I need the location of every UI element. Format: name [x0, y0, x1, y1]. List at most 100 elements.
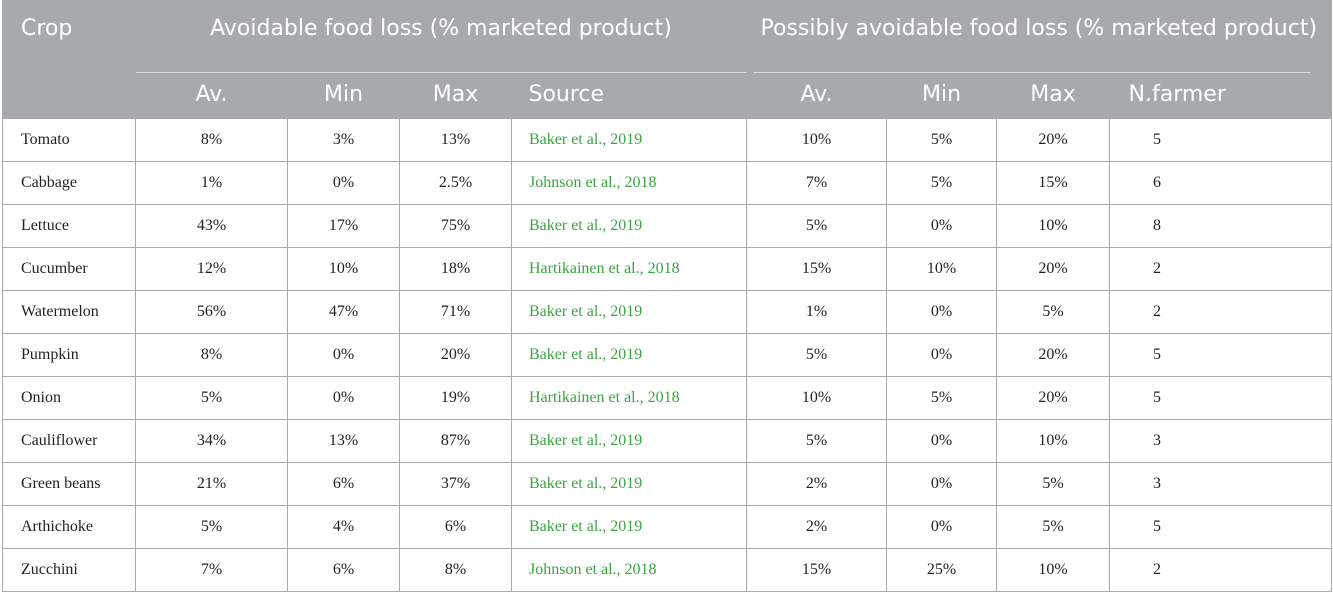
- table-body: Tomato 8% 3% 13% Baker et al., 2019 10% …: [2, 117, 1333, 592]
- cell-nfarmer: 5: [1109, 375, 1333, 420]
- cell-min: 0%: [287, 375, 400, 420]
- header-av: Av.: [135, 72, 288, 118]
- cell-source-link[interactable]: Baker et al., 2019: [510, 504, 748, 549]
- cell-av: 43%: [135, 203, 288, 248]
- cell-possible-min: 0%: [886, 332, 998, 377]
- header-possible-min: Min: [886, 72, 997, 118]
- cell-max: 71%: [399, 289, 512, 334]
- table-row: Tomato 8% 3% 13% Baker et al., 2019 10% …: [2, 117, 1333, 162]
- cell-possible-min: 5%: [886, 117, 998, 162]
- cell-possible-min: 5%: [886, 160, 998, 205]
- header-source: Source: [511, 72, 747, 118]
- cell-min: 0%: [287, 160, 400, 205]
- cell-av: 7%: [135, 547, 288, 592]
- cell-crop: Zucchini: [2, 547, 136, 592]
- cell-crop: Cauliflower: [2, 418, 136, 463]
- cell-possible-av: 7%: [746, 160, 888, 205]
- cell-nfarmer: 2: [1109, 289, 1333, 334]
- cell-nfarmer: 2: [1109, 547, 1333, 592]
- table-row: Cucumber 12% 10% 18% Hartikainen et al.,…: [2, 246, 1333, 291]
- cell-crop: Tomato: [2, 117, 136, 162]
- header-avoidable-group: Avoidable food loss (% marketed product): [135, 0, 747, 73]
- cell-max: 19%: [399, 375, 512, 420]
- cell-min: 3%: [287, 117, 400, 162]
- cell-possible-max: 20%: [996, 246, 1111, 291]
- cell-source-link[interactable]: Hartikainen et al., 2018: [510, 375, 748, 420]
- cell-source-link[interactable]: Baker et al., 2019: [510, 203, 748, 248]
- cell-source-link[interactable]: Hartikainen et al., 2018: [510, 246, 748, 291]
- cell-av: 21%: [135, 461, 288, 506]
- cell-source-link[interactable]: Johnson et al., 2018: [510, 160, 748, 205]
- table-header: Crop Avoidable food loss (% marketed pro…: [2, 0, 1332, 118]
- header-max: Max: [399, 72, 512, 118]
- cell-min: 47%: [287, 289, 400, 334]
- cell-possible-av: 10%: [746, 117, 888, 162]
- header-group-row: Crop Avoidable food loss (% marketed pro…: [2, 0, 1332, 118]
- cell-possible-max: 5%: [996, 504, 1111, 549]
- cell-possible-av: 1%: [746, 289, 888, 334]
- cell-av: 5%: [135, 375, 288, 420]
- cell-min: 6%: [287, 461, 400, 506]
- cell-av: 8%: [135, 332, 288, 377]
- cell-source-link[interactable]: Baker et al., 2019: [510, 461, 748, 506]
- cell-possible-av: 15%: [746, 246, 888, 291]
- cell-av: 34%: [135, 418, 288, 463]
- cell-max: 13%: [399, 117, 512, 162]
- cell-possible-av: 2%: [746, 461, 888, 506]
- cell-source-link[interactable]: Baker et al., 2019: [510, 332, 748, 377]
- cell-av: 1%: [135, 160, 288, 205]
- cell-possible-min: 0%: [886, 504, 998, 549]
- cell-possible-max: 15%: [996, 160, 1111, 205]
- table-row: Cabbage 1% 0% 2.5% Johnson et al., 2018 …: [2, 160, 1333, 205]
- cell-min: 6%: [287, 547, 400, 592]
- cell-source-link[interactable]: Baker et al., 2019: [510, 418, 748, 463]
- table-row: Lettuce 43% 17% 75% Baker et al., 2019 5…: [2, 203, 1333, 248]
- table-row: Zucchini 7% 6% 8% Johnson et al., 2018 1…: [2, 547, 1333, 592]
- cell-source-link[interactable]: Baker et al., 2019: [510, 289, 748, 334]
- header-possibly-avoidable-group: Possibly avoidable food loss (% marketed…: [746, 0, 1332, 73]
- cell-max: 87%: [399, 418, 512, 463]
- cell-possible-max: 20%: [996, 332, 1111, 377]
- cell-possible-av: 5%: [746, 203, 888, 248]
- header-nfarmer: N.farmer: [1109, 72, 1332, 118]
- cell-possible-min: 0%: [886, 418, 998, 463]
- cell-source-link[interactable]: Baker et al., 2019: [510, 117, 748, 162]
- cell-nfarmer: 8: [1109, 203, 1333, 248]
- cell-possible-av: 2%: [746, 504, 888, 549]
- cell-crop: Lettuce: [2, 203, 136, 248]
- cell-possible-max: 10%: [996, 547, 1111, 592]
- cell-possible-min: 0%: [886, 461, 998, 506]
- table-row: Onion 5% 0% 19% Hartikainen et al., 2018…: [2, 375, 1333, 420]
- cell-min: 0%: [287, 332, 400, 377]
- cell-nfarmer: 5: [1109, 332, 1333, 377]
- cell-nfarmer: 5: [1109, 504, 1333, 549]
- header-crop: Crop: [2, 0, 136, 118]
- cell-possible-min: 25%: [886, 547, 998, 592]
- cell-crop: Arthichoke: [2, 504, 136, 549]
- table-row: Cauliflower 34% 13% 87% Baker et al., 20…: [2, 418, 1333, 463]
- cell-nfarmer: 3: [1109, 418, 1333, 463]
- cell-possible-max: 5%: [996, 289, 1111, 334]
- cell-possible-av: 5%: [746, 418, 888, 463]
- cell-max: 2.5%: [399, 160, 512, 205]
- cell-possible-av: 5%: [746, 332, 888, 377]
- cell-min: 13%: [287, 418, 400, 463]
- table-row: Pumpkin 8% 0% 20% Baker et al., 2019 5% …: [2, 332, 1333, 377]
- cell-min: 4%: [287, 504, 400, 549]
- cell-crop: Watermelon: [2, 289, 136, 334]
- cell-nfarmer: 6: [1109, 160, 1333, 205]
- cell-crop: Cucumber: [2, 246, 136, 291]
- cell-possible-min: 0%: [886, 203, 998, 248]
- table-row: Watermelon 56% 47% 71% Baker et al., 201…: [2, 289, 1333, 334]
- header-possible-av: Av.: [746, 72, 887, 118]
- cell-max: 75%: [399, 203, 512, 248]
- cell-crop: Green beans: [2, 461, 136, 506]
- cell-nfarmer: 5: [1109, 117, 1333, 162]
- cell-possible-min: 5%: [886, 375, 998, 420]
- cell-possible-max: 20%: [996, 117, 1111, 162]
- cell-max: 20%: [399, 332, 512, 377]
- cell-av: 8%: [135, 117, 288, 162]
- cell-possible-max: 10%: [996, 418, 1111, 463]
- cell-source-link[interactable]: Johnson et al., 2018: [510, 547, 748, 592]
- cell-av: 56%: [135, 289, 288, 334]
